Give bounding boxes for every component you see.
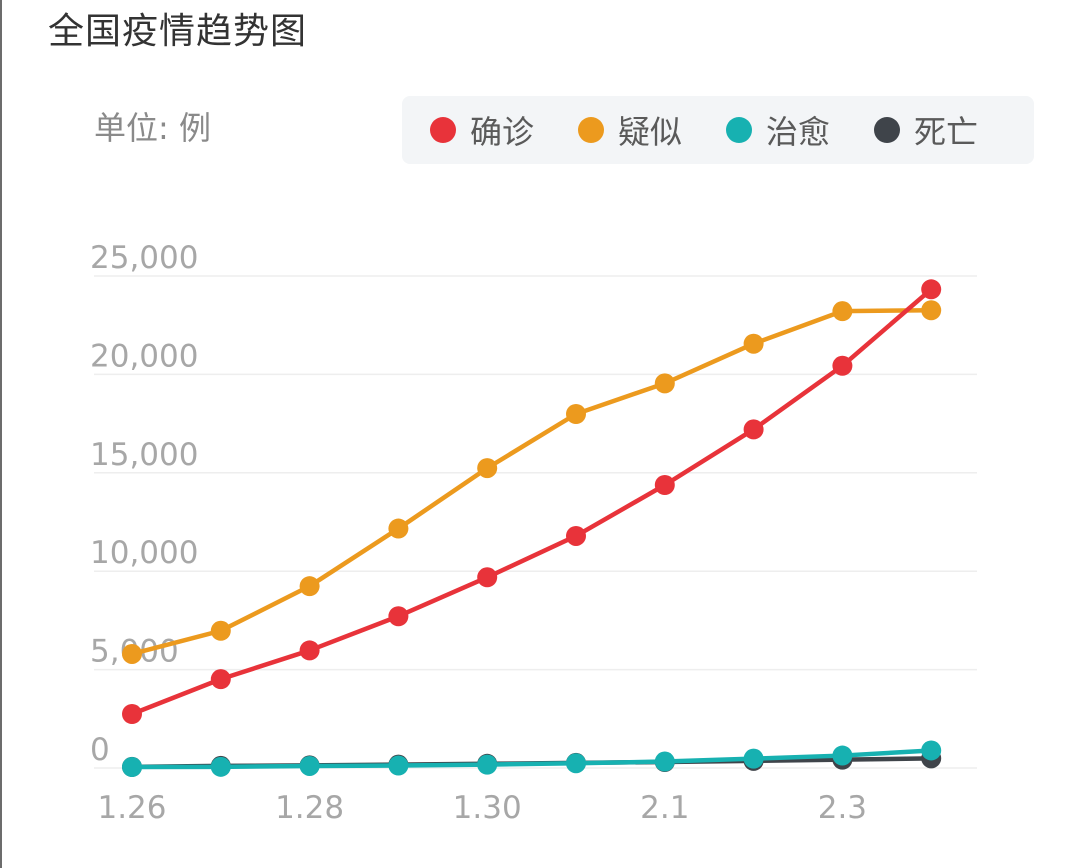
data-point <box>299 640 320 661</box>
data-point <box>122 756 142 777</box>
data-point <box>832 301 853 322</box>
data-point <box>122 703 142 724</box>
y-tick-label: 20,000 <box>90 338 198 374</box>
data-point <box>921 740 942 761</box>
data-point <box>388 518 409 539</box>
legend-dot-icon <box>726 117 753 143</box>
y-tick-label: 15,000 <box>90 437 198 473</box>
x-tick-label: 1.26 <box>97 790 166 826</box>
unit-label: 单位: 例 <box>94 109 211 147</box>
chart-legend: 确诊 疑似 治愈 死亡 <box>402 96 1034 164</box>
series-line-2 <box>129 307 934 657</box>
data-point <box>210 756 231 777</box>
x-tick-label: 1.28 <box>275 790 344 826</box>
data-point <box>743 419 764 440</box>
data-point <box>210 669 231 690</box>
data-point <box>388 606 409 627</box>
y-tick-label: 10,000 <box>90 535 198 571</box>
x-tick-label: 2.3 <box>818 790 867 826</box>
data-point <box>921 279 942 300</box>
legend-item-confirmed[interactable]: 确诊 <box>430 107 534 153</box>
x-tick-label: 2.1 <box>640 790 689 826</box>
data-point <box>654 475 675 496</box>
x-tick-label: 1.30 <box>453 790 522 826</box>
legend-dot-icon <box>578 117 605 143</box>
data-point <box>299 755 320 776</box>
data-point <box>299 576 320 597</box>
data-point <box>921 300 942 321</box>
data-point <box>210 620 231 641</box>
data-point <box>477 754 498 775</box>
legend-dot-icon <box>874 117 901 143</box>
legend-item-dead[interactable]: 死亡 <box>874 107 978 153</box>
legend-label: 确诊 <box>470 113 535 151</box>
legend-dot-icon <box>430 117 456 143</box>
data-point <box>566 753 586 774</box>
y-tick-label: 0 <box>90 732 110 768</box>
data-point <box>388 755 409 776</box>
data-point <box>477 567 498 588</box>
data-point <box>566 403 586 424</box>
y-tick-label: 25,000 <box>90 240 198 276</box>
data-point <box>122 643 142 664</box>
legend-label: 治愈 <box>766 113 831 151</box>
legend-label: 死亡 <box>914 113 979 151</box>
data-point <box>832 745 853 766</box>
data-point <box>566 525 586 546</box>
data-point <box>743 748 764 769</box>
data-point <box>477 458 498 479</box>
data-point <box>832 355 853 376</box>
chart-title: 全国疫情趋势图 <box>48 11 308 52</box>
legend-label: 疑似 <box>618 113 683 151</box>
data-point <box>743 333 764 354</box>
data-point <box>654 373 675 394</box>
series-line-3 <box>129 748 934 770</box>
legend-item-suspected[interactable]: 疑似 <box>578 107 682 153</box>
data-point <box>654 751 675 772</box>
series-line-1 <box>129 287 934 717</box>
legend-item-cured[interactable]: 治愈 <box>726 107 830 153</box>
